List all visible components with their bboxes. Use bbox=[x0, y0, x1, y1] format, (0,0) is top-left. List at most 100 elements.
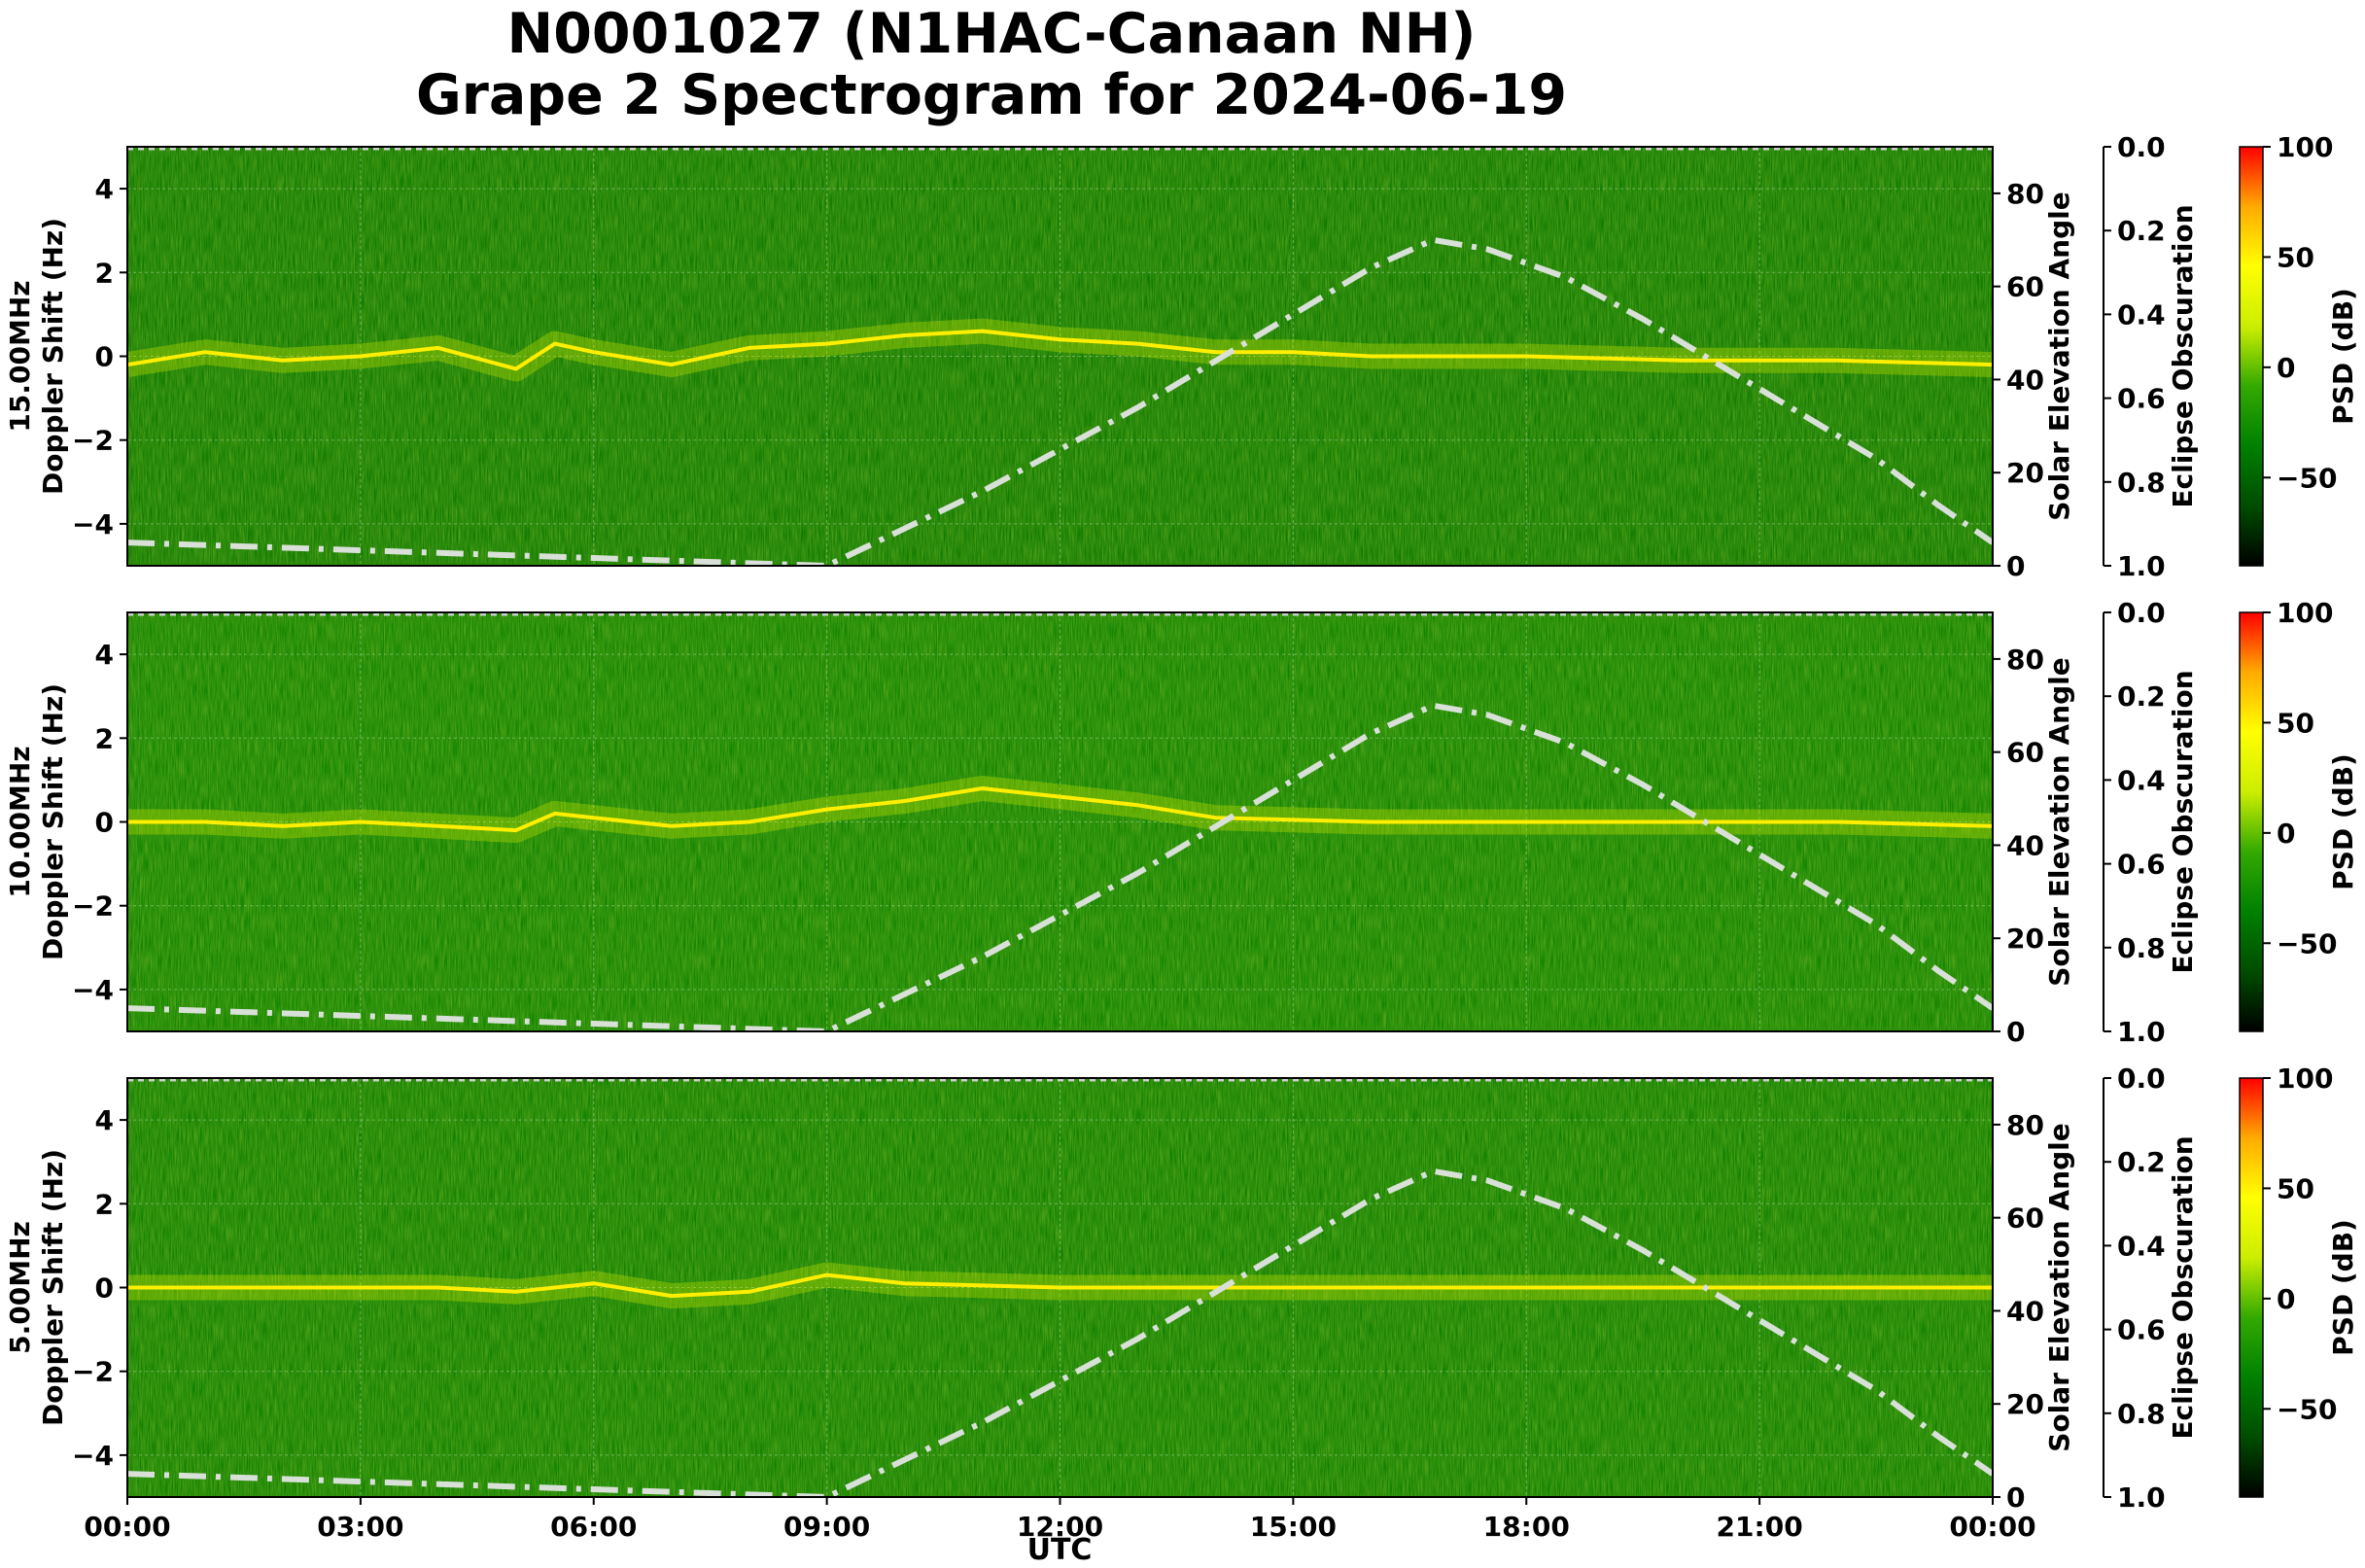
colorbar-tick-label: 50 bbox=[2277, 1172, 2314, 1204]
eclipse-tick-label: 0.6 bbox=[2117, 383, 2166, 415]
colorbar bbox=[2239, 611, 2264, 1032]
y-tick-label: −2 bbox=[72, 1356, 114, 1388]
colorbar-tick-label: 0 bbox=[2277, 1283, 2295, 1315]
solar-tick-label: 60 bbox=[2006, 1202, 2044, 1235]
x-tick-label: 15:00 bbox=[1250, 1511, 1337, 1543]
eclipse-tick-label: 0.2 bbox=[2117, 680, 2166, 713]
doppler-trace bbox=[127, 786, 1993, 833]
x-tick-label: 18:00 bbox=[1483, 1511, 1570, 1543]
y-tick-label: 2 bbox=[95, 257, 114, 289]
solar-tick-label: 40 bbox=[2006, 364, 2044, 396]
panel-15.00MHz: 420−2−415.00MHz Doppler Shift (Hz)8060402… bbox=[4, 131, 2359, 582]
eclipse-axis-label: Eclipse Obscuration bbox=[2167, 1135, 2199, 1439]
colorbar-label: PSD (dB) bbox=[2327, 753, 2359, 890]
eclipse-tick-label: 1.0 bbox=[2117, 1481, 2166, 1514]
eclipse-axis-label: Eclipse Obscuration bbox=[2167, 670, 2199, 973]
y-tick-label: 4 bbox=[95, 639, 114, 671]
solar-elevation-curve bbox=[127, 236, 1993, 566]
grid bbox=[126, 612, 1994, 1031]
eclipse-tick-label: 0.0 bbox=[2117, 1063, 2166, 1095]
solar-tick-label: 20 bbox=[2006, 1388, 2044, 1420]
chart-title-line-2: Grape 2 Spectrogram for 2024-06-19 bbox=[415, 63, 1568, 127]
solar-tick-label: 0 bbox=[2006, 550, 2025, 582]
grid bbox=[126, 147, 1994, 566]
y-tick-label: 2 bbox=[95, 1188, 114, 1220]
doppler-trace-glow bbox=[127, 1262, 1993, 1309]
x-tick-label: 09:00 bbox=[783, 1511, 870, 1543]
panel-10.00MHz: 420−2−410.00MHz Doppler Shift (Hz)8060402… bbox=[4, 597, 2359, 1048]
panel-frequency-label: 10.00MHz bbox=[4, 746, 36, 897]
eclipse-tick-label: 0.4 bbox=[2117, 1230, 2166, 1262]
eclipse-tick-label: 0.2 bbox=[2117, 1146, 2166, 1178]
eclipse-tick-label: 0.4 bbox=[2117, 764, 2166, 796]
panel-frequency-label: 15.00MHz bbox=[4, 280, 36, 432]
y-tick-label: −4 bbox=[72, 508, 114, 540]
y-axis-label: Doppler Shift (Hz) bbox=[37, 1149, 69, 1426]
colorbar-tick-label: 100 bbox=[2277, 1063, 2333, 1095]
x-axis-label: UTC bbox=[1027, 1533, 1093, 1567]
eclipse-tick-label: 0.8 bbox=[2117, 1398, 2166, 1430]
y-tick-label: 0 bbox=[95, 1272, 114, 1305]
y-tick-label: −2 bbox=[72, 890, 114, 923]
panel-frequency-label: 5.00MHz bbox=[4, 1221, 36, 1354]
y-tick-label: −4 bbox=[72, 1440, 114, 1472]
y-tick-label: 0 bbox=[95, 807, 114, 839]
x-tick-label: 06:00 bbox=[550, 1511, 637, 1543]
colorbar-tick-label: 0 bbox=[2277, 818, 2295, 850]
doppler-trace bbox=[127, 1272, 1993, 1299]
y-tick-label: −4 bbox=[72, 974, 114, 1006]
y-axis-label: Doppler Shift (Hz) bbox=[37, 218, 69, 495]
solar-tick-label: 80 bbox=[2006, 644, 2044, 676]
solar-axis-label: Solar Elevation Angle bbox=[2043, 192, 2075, 520]
y-tick-label: −2 bbox=[72, 425, 114, 457]
y-tick-label: 4 bbox=[95, 1104, 114, 1136]
x-axis: 00:00 03:00 06:00 09:00 12:00 15:00 18:00 21:00… bbox=[84, 1497, 2036, 1543]
eclipse-tick-label: 0.2 bbox=[2117, 215, 2166, 247]
eclipse-axis-label: Eclipse Obscuration bbox=[2167, 204, 2199, 507]
colorbar-tick-label: −50 bbox=[2277, 927, 2337, 959]
solar-tick-label: 60 bbox=[2006, 737, 2044, 769]
chart-title-line-1: N0001027 (N1HAC-Canaan NH) bbox=[506, 2, 1477, 66]
eclipse-tick-label: 0.8 bbox=[2117, 467, 2166, 499]
solar-tick-label: 40 bbox=[2006, 1295, 2044, 1327]
eclipse-tick-label: 0.6 bbox=[2117, 849, 2166, 881]
y-tick-label: 4 bbox=[95, 173, 114, 205]
eclipse-tick-label: 1.0 bbox=[2117, 550, 2166, 582]
colorbar-label: PSD (dB) bbox=[2327, 1219, 2359, 1356]
x-tick-label: 21:00 bbox=[1717, 1511, 1803, 1543]
y-axis-label: Doppler Shift (Hz) bbox=[37, 683, 69, 960]
colorbar-label: PSD (dB) bbox=[2327, 288, 2359, 425]
solar-tick-label: 20 bbox=[2006, 923, 2044, 955]
solar-tick-label: 80 bbox=[2006, 178, 2044, 210]
solar-tick-label: 60 bbox=[2006, 271, 2044, 303]
eclipse-tick-label: 0.8 bbox=[2117, 932, 2166, 964]
colorbar-tick-label: 100 bbox=[2277, 597, 2333, 629]
y-tick-label: 0 bbox=[95, 341, 114, 373]
eclipse-tick-label: 0.0 bbox=[2117, 597, 2166, 629]
solar-axis-label: Solar Elevation Angle bbox=[2043, 657, 2075, 986]
x-tick-label: 12:00 bbox=[1017, 1511, 1103, 1543]
eclipse-tick-label: 0.6 bbox=[2117, 1314, 2166, 1346]
solar-elevation-curve bbox=[127, 702, 1993, 1031]
solar-elevation-curve bbox=[127, 1167, 1993, 1497]
eclipse-tick-label: 0.0 bbox=[2117, 131, 2166, 163]
colorbar-tick-label: 0 bbox=[2277, 352, 2295, 384]
x-tick-label: 00:00 bbox=[84, 1511, 170, 1543]
x-tick-label: 00:00 bbox=[1949, 1511, 2035, 1543]
solar-tick-label: 80 bbox=[2006, 1109, 2044, 1141]
x-tick-label: 03:00 bbox=[317, 1511, 403, 1543]
colorbar bbox=[2239, 1077, 2264, 1498]
solar-tick-label: 0 bbox=[2006, 1016, 2025, 1048]
solar-axis-label: Solar Elevation Angle bbox=[2043, 1123, 2075, 1451]
eclipse-tick-label: 0.4 bbox=[2117, 298, 2166, 331]
eclipse-tick-label: 1.0 bbox=[2117, 1016, 2166, 1048]
colorbar bbox=[2239, 146, 2264, 567]
colorbar-tick-label: 50 bbox=[2277, 241, 2314, 273]
y-tick-label: 2 bbox=[95, 722, 114, 754]
solar-tick-label: 20 bbox=[2006, 457, 2044, 489]
panel-5.00MHz: 420−2−45.00MHz Doppler Shift (Hz)80604020… bbox=[4, 1063, 2359, 1514]
colorbar-tick-label: 100 bbox=[2277, 131, 2333, 163]
colorbar-tick-label: −50 bbox=[2277, 1393, 2337, 1425]
colorbar-tick-label: −50 bbox=[2277, 462, 2337, 494]
colorbar-tick-label: 50 bbox=[2277, 707, 2314, 739]
